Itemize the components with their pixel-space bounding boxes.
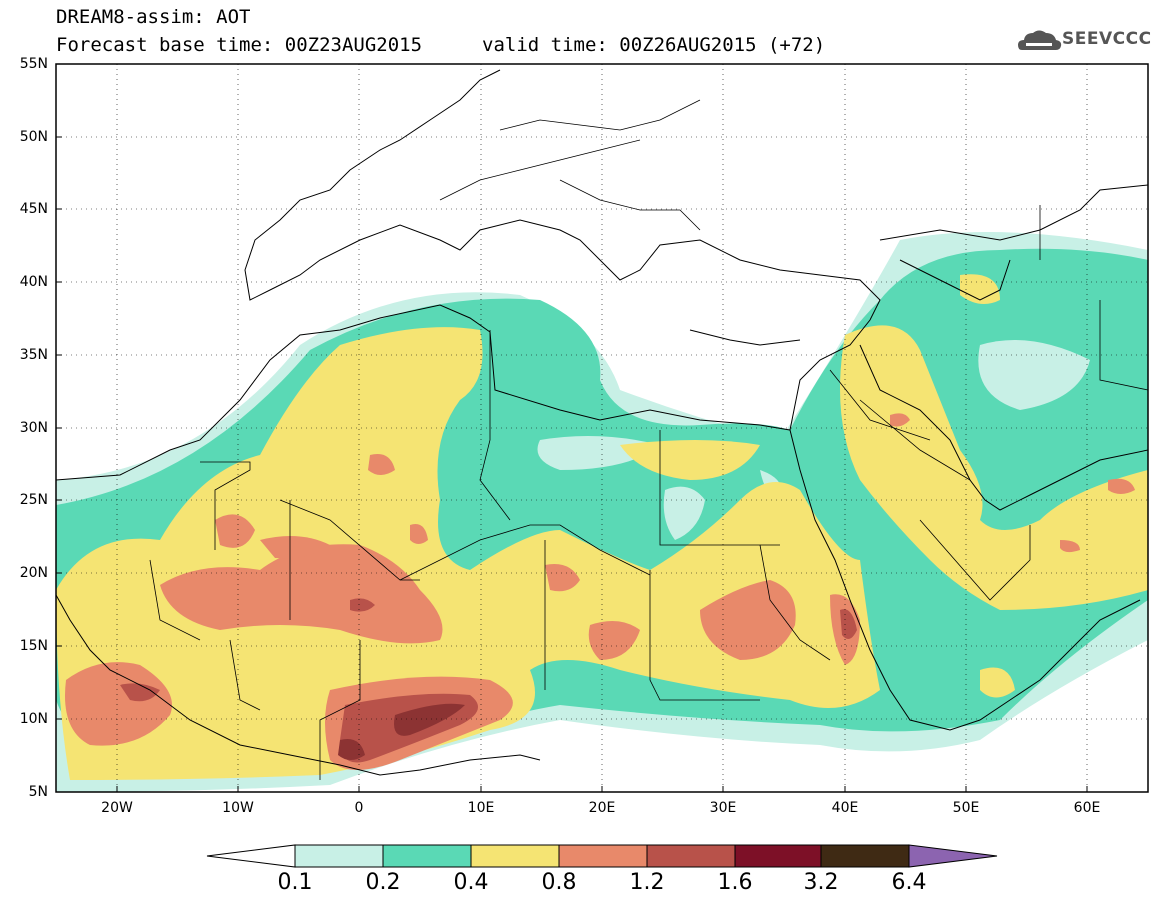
colorbar-label: 6.4	[891, 870, 927, 895]
gridlines	[56, 64, 1148, 792]
lon-label: 40E	[831, 800, 859, 816]
borders	[149, 99, 1148, 780]
aot-level-1.6	[338, 703, 465, 760]
lat-label: 55N	[19, 56, 48, 72]
logo-text: SEEVCCC	[1062, 29, 1152, 49]
lat-label: 45N	[19, 201, 48, 217]
lon-label: 10W	[222, 800, 254, 816]
lat-label: 5N	[28, 784, 48, 800]
aot-level-0.4	[56, 274, 1148, 780]
lat-label: 50N	[19, 129, 48, 145]
lat-label: 20N	[19, 565, 48, 581]
axis-ticks	[56, 63, 1088, 792]
colorbar-label: 0.8	[541, 870, 577, 895]
forecast-base-time: Forecast base time: 00Z23AUG2015	[56, 34, 423, 56]
coastlines	[56, 69, 1148, 776]
lat-label: 10N	[19, 711, 48, 727]
lon-label: 20E	[588, 800, 616, 816]
colorbar-label: 0.2	[365, 870, 401, 895]
colorbar-label: 1.2	[629, 870, 665, 895]
lat-label: 40N	[19, 274, 48, 290]
lon-label: 50E	[952, 800, 980, 816]
lat-label: 35N	[19, 347, 48, 363]
map-title: DREAM8-assim: AOT	[56, 6, 251, 28]
lat-label: 15N	[19, 638, 48, 654]
cloud-logo-icon	[1018, 30, 1062, 50]
colorbar-label: 0.1	[277, 870, 313, 895]
lon-label: 30E	[709, 800, 737, 816]
lon-label: 10E	[467, 800, 495, 816]
lat-label: 30N	[19, 420, 48, 436]
lon-label: 20W	[101, 800, 133, 816]
aot-level-0.1-patches	[537, 340, 1090, 540]
colorbar-label: 3.2	[803, 870, 839, 895]
colorbar-label: 0.4	[453, 870, 489, 895]
valid-time: valid time: 00Z26AUG2015 (+72)	[482, 34, 826, 56]
lat-label: 25N	[19, 492, 48, 508]
lon-label: 60E	[1073, 800, 1101, 816]
colorbar-label: 1.6	[717, 870, 753, 895]
lon-label: 0	[354, 800, 364, 816]
